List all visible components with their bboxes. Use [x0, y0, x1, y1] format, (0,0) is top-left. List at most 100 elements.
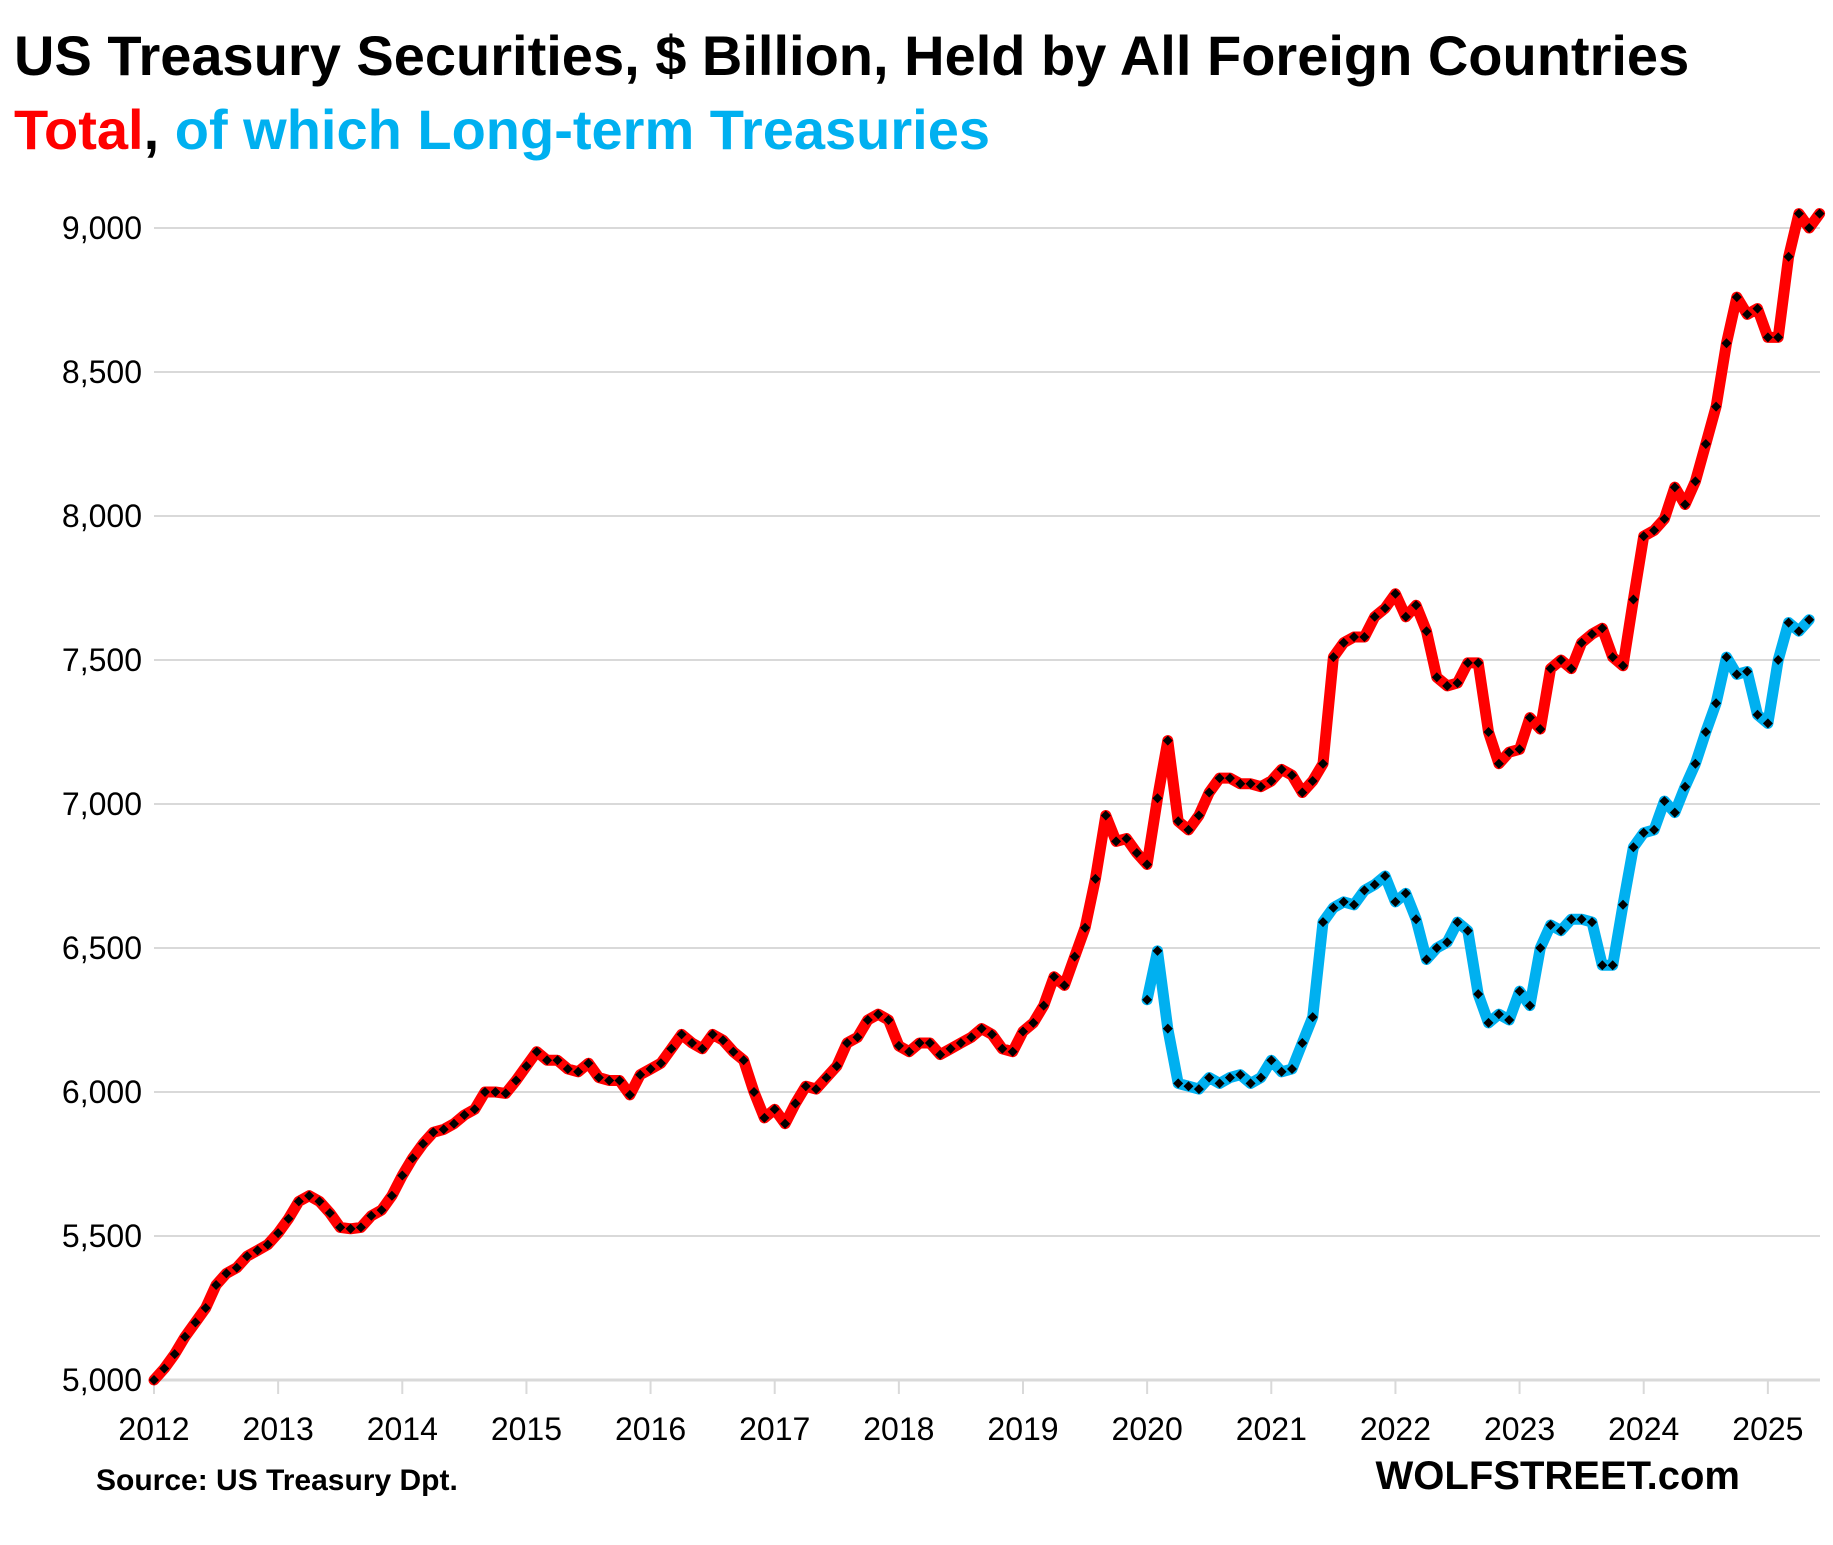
data-point [904, 1046, 915, 1057]
data-point [1235, 1069, 1246, 1080]
data-point [366, 1210, 377, 1221]
data-point [480, 1087, 490, 1097]
data-point [573, 1066, 584, 1077]
x-axis-labels: 2012 2013 2014 2015 2016 2017 2018 2019 2020 2021… [118, 1411, 1803, 1447]
data-point [335, 1222, 346, 1233]
data-point [1493, 758, 1504, 769]
data-point [1028, 1017, 1039, 1028]
data-point [1173, 1078, 1184, 1089]
data-point [1545, 663, 1556, 674]
source-note: Source: US Treasury Dpt. [96, 1464, 458, 1497]
data-point [1173, 816, 1184, 827]
data-point [604, 1075, 615, 1086]
data-point [1638, 827, 1649, 838]
data-point [459, 1110, 470, 1120]
y-tick-label: 8,000 [62, 498, 142, 534]
data-point [1783, 617, 1794, 628]
data-point [800, 1081, 811, 1092]
data-point [1276, 764, 1287, 775]
chart-title: US Treasury Securities, $ Billion, Held … [14, 24, 1690, 87]
data-point [1700, 439, 1711, 449]
data-point [1773, 332, 1784, 343]
data-point [1524, 712, 1535, 723]
x-tick-label: 2013 [243, 1411, 314, 1447]
data-point [1152, 945, 1163, 956]
data-point [1328, 902, 1339, 913]
data-point [1452, 917, 1463, 928]
data-point [1390, 896, 1401, 907]
data-point [749, 1087, 759, 1097]
data-point [1297, 787, 1308, 798]
y-tick-label: 7,000 [62, 786, 142, 822]
data-point [821, 1072, 832, 1083]
data-point [1669, 482, 1680, 493]
data-point [1649, 824, 1660, 835]
data-point [180, 1331, 190, 1342]
series-line [148, 208, 1826, 1386]
data-point [1318, 917, 1328, 928]
data-point [1204, 787, 1215, 798]
data-point [645, 1064, 656, 1074]
data-point [1421, 954, 1432, 965]
data-point [542, 1055, 553, 1066]
data-point [1349, 899, 1359, 910]
data-point [159, 1363, 170, 1374]
data-point [1762, 332, 1773, 343]
data-point [955, 1038, 966, 1048]
data-point [1556, 925, 1566, 936]
data-point [1338, 637, 1349, 648]
data-point [1297, 1038, 1308, 1048]
data-point [1535, 943, 1546, 953]
data-point [500, 1088, 511, 1099]
data-point [190, 1317, 201, 1328]
data-point [1411, 914, 1422, 925]
data-point [1504, 747, 1515, 758]
data-point [1090, 873, 1101, 884]
data-point [1400, 888, 1411, 899]
data-point [728, 1046, 739, 1057]
x-tick-label: 2021 [1236, 1411, 1307, 1447]
x-tick-label: 2024 [1608, 1411, 1679, 1447]
data-point [1245, 1078, 1256, 1089]
data-point [1369, 611, 1380, 622]
data-point [1514, 986, 1525, 997]
data-point [1287, 770, 1297, 781]
data-point [873, 1009, 884, 1020]
data-point [811, 1084, 822, 1095]
data-point [1359, 885, 1370, 896]
data-point [1338, 896, 1349, 907]
data-point [676, 1029, 687, 1040]
x-tick-label: 2014 [367, 1411, 438, 1447]
data-point [1504, 1015, 1515, 1025]
data-point [1649, 525, 1660, 536]
data-point [1080, 922, 1091, 933]
data-point [1814, 208, 1825, 219]
data-point [1597, 960, 1608, 971]
data-point [314, 1196, 325, 1207]
data-point [707, 1029, 718, 1040]
data-point [1659, 796, 1670, 807]
y-tick-label: 9,000 [62, 210, 142, 246]
data-point [1628, 842, 1639, 853]
data-point [1411, 600, 1422, 611]
subtitle-long-term-label: of which Long-term Treasuries [174, 98, 990, 161]
data-point [593, 1072, 604, 1083]
data-point [759, 1112, 770, 1123]
data-point [418, 1138, 428, 1149]
data-point [262, 1239, 273, 1250]
series-long-term [1141, 614, 1815, 1095]
data-point [893, 1040, 904, 1051]
data-point [1721, 652, 1732, 663]
data-point [1804, 223, 1815, 233]
data-series [148, 208, 1826, 1386]
data-point [1059, 980, 1070, 991]
data-point [562, 1064, 573, 1074]
data-point [1255, 1072, 1266, 1083]
data-point [1369, 879, 1380, 890]
data-point [1618, 899, 1628, 910]
data-point [1183, 824, 1194, 835]
data-point [1287, 1064, 1297, 1074]
data-point [1204, 1072, 1215, 1083]
data-point [531, 1046, 542, 1057]
data-point [252, 1245, 263, 1256]
